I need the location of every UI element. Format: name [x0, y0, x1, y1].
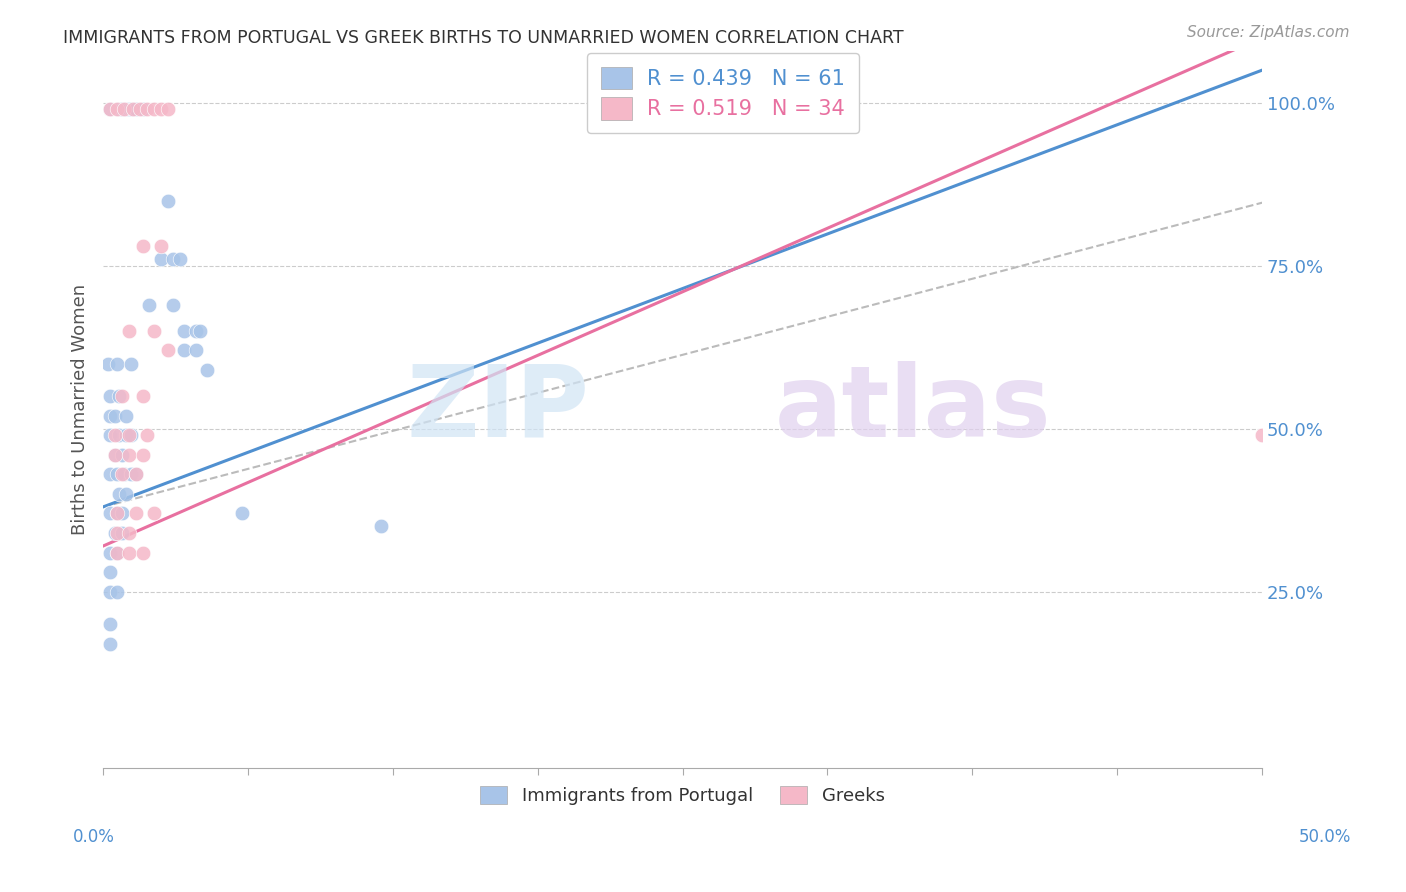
Point — [184, 324, 207, 338]
Point — [98, 389, 121, 403]
Point — [131, 239, 153, 253]
Point — [111, 448, 134, 462]
Point — [105, 507, 128, 521]
Point — [98, 617, 121, 632]
Point — [108, 428, 131, 442]
Point — [108, 103, 131, 117]
Point — [98, 637, 121, 651]
Point — [157, 103, 180, 117]
Point — [104, 428, 127, 442]
Point — [173, 324, 195, 338]
Point — [117, 526, 139, 541]
Point — [231, 507, 253, 521]
Point — [105, 526, 128, 541]
Point — [129, 103, 152, 117]
Point — [104, 409, 127, 423]
Point — [105, 545, 128, 559]
Point — [1251, 428, 1274, 442]
Text: 50.0%: 50.0% — [1298, 828, 1351, 846]
Point — [184, 343, 207, 358]
Point — [169, 252, 191, 267]
Point — [122, 103, 145, 117]
Point — [111, 389, 134, 403]
Text: IMMIGRANTS FROM PORTUGAL VS GREEK BIRTHS TO UNMARRIED WOMEN CORRELATION CHART: IMMIGRANTS FROM PORTUGAL VS GREEK BIRTHS… — [63, 29, 904, 47]
Point — [98, 467, 121, 482]
Point — [150, 252, 173, 267]
Point — [157, 343, 180, 358]
Point — [105, 507, 128, 521]
Point — [124, 103, 146, 117]
Point — [111, 507, 134, 521]
Point — [120, 103, 142, 117]
Point — [136, 428, 159, 442]
Point — [112, 103, 135, 117]
Point — [104, 448, 127, 462]
Point — [150, 239, 173, 253]
Point — [108, 487, 131, 501]
Point — [124, 467, 146, 482]
Point — [370, 519, 392, 533]
Point — [98, 103, 121, 117]
Y-axis label: Births to Unmarried Women: Births to Unmarried Women — [72, 284, 89, 534]
Text: Source: ZipAtlas.com: Source: ZipAtlas.com — [1187, 25, 1350, 40]
Point — [143, 507, 166, 521]
Text: atlas: atlas — [775, 360, 1052, 458]
Point — [111, 467, 134, 482]
Point — [190, 324, 212, 338]
Text: 0.0%: 0.0% — [73, 828, 115, 846]
Point — [122, 103, 145, 117]
Point — [105, 545, 128, 559]
Point — [197, 363, 219, 377]
Point — [131, 103, 153, 117]
Point — [98, 428, 121, 442]
Point — [120, 357, 142, 371]
Point — [105, 584, 128, 599]
Point — [104, 526, 127, 541]
Point — [124, 467, 146, 482]
Point — [124, 507, 146, 521]
Point — [117, 324, 139, 338]
Point — [117, 428, 139, 442]
Point — [115, 409, 138, 423]
Point — [173, 343, 195, 358]
Point — [150, 103, 173, 117]
Point — [131, 545, 153, 559]
Point — [120, 428, 142, 442]
Point — [131, 389, 153, 403]
Point — [117, 448, 139, 462]
Point — [105, 467, 128, 482]
Point — [104, 448, 127, 462]
Point — [157, 194, 180, 208]
Point — [115, 428, 138, 442]
Point — [111, 103, 134, 117]
Point — [98, 584, 121, 599]
Point — [98, 507, 121, 521]
Text: ZIP: ZIP — [406, 360, 589, 458]
Point — [98, 409, 121, 423]
Point — [112, 467, 135, 482]
Point — [111, 526, 134, 541]
Legend: Immigrants from Portugal, Greeks: Immigrants from Portugal, Greeks — [472, 779, 891, 813]
Point — [98, 545, 121, 559]
Point — [117, 103, 139, 117]
Point — [115, 487, 138, 501]
Point — [143, 324, 166, 338]
Point — [136, 103, 159, 117]
Point — [131, 448, 153, 462]
Point — [162, 298, 184, 312]
Point — [97, 357, 120, 371]
Point — [162, 252, 184, 267]
Point — [105, 103, 128, 117]
Point — [143, 103, 166, 117]
Point — [117, 545, 139, 559]
Point — [105, 357, 128, 371]
Point — [98, 565, 121, 579]
Point — [120, 467, 142, 482]
Point — [138, 298, 160, 312]
Point — [98, 103, 121, 117]
Point — [115, 103, 138, 117]
Point — [108, 389, 131, 403]
